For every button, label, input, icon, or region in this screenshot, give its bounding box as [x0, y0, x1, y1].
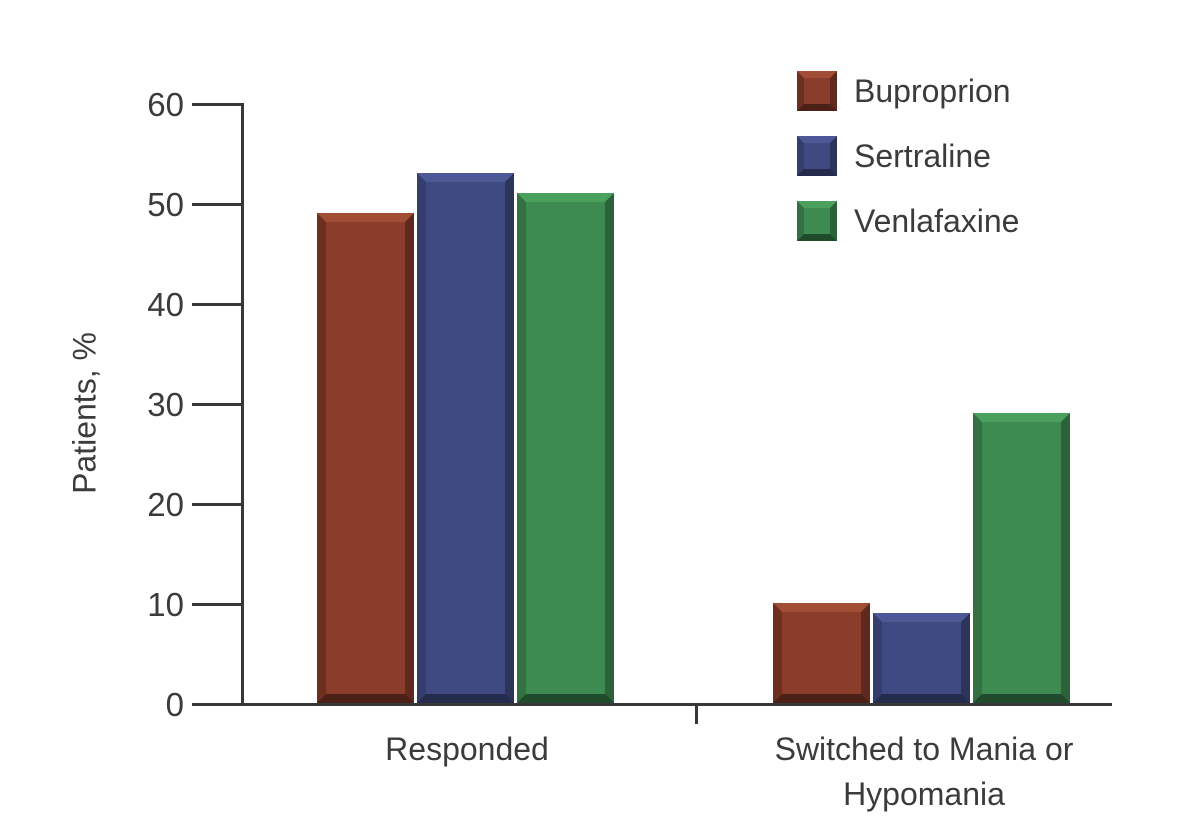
y-tick-label-20: 20 — [147, 486, 184, 523]
y-tick-40 — [192, 303, 242, 306]
bar-venlafaxine-responded — [517, 193, 614, 703]
legend-label-sertraline: Sertraline — [854, 137, 991, 174]
legend: Buproprion Sertraline Venlafaxine — [797, 71, 1019, 241]
y-tick-60 — [192, 103, 242, 106]
y-tick-label-50: 50 — [147, 186, 184, 223]
y-tick-10 — [192, 603, 242, 606]
legend-item-buproprion: Buproprion — [797, 71, 1019, 111]
bar-buproprion-responded — [317, 213, 414, 703]
legend-label-buproprion: Buproprion — [854, 72, 1011, 109]
legend-item-sertraline: Sertraline — [797, 136, 1019, 176]
legend-swatch-sertraline — [797, 136, 837, 176]
legend-swatch-buproprion — [797, 71, 837, 111]
y-tick-label-10: 10 — [147, 586, 184, 623]
legend-item-venlafaxine: Venlafaxine — [797, 201, 1019, 241]
bar-venlafaxine-switched — [973, 413, 1070, 703]
bar-sertraline-responded — [417, 173, 514, 703]
y-tick-20 — [192, 503, 242, 506]
y-tick-label-0: 0 — [165, 686, 184, 723]
x-category-label-0: Responded — [385, 731, 549, 767]
y-tick-label-30: 30 — [147, 386, 184, 423]
x-category-label-1: Switched to Mania or Hypomania — [774, 731, 1074, 812]
bar-sertraline-switched — [873, 613, 970, 703]
y-tick-label-40: 40 — [147, 286, 184, 323]
legend-swatch-venlafaxine — [797, 201, 837, 241]
y-axis-title: Patients, % — [66, 332, 103, 494]
y-tick-50 — [192, 203, 242, 206]
y-axis-line — [241, 103, 244, 706]
bar-buproprion-switched — [773, 603, 870, 703]
y-tick-label-60: 60 — [147, 86, 184, 123]
x-axis-mid-tick — [695, 703, 698, 724]
legend-label-venlafaxine: Venlafaxine — [854, 202, 1020, 239]
y-tick-30 — [192, 403, 242, 406]
x-axis-line — [192, 703, 1112, 706]
